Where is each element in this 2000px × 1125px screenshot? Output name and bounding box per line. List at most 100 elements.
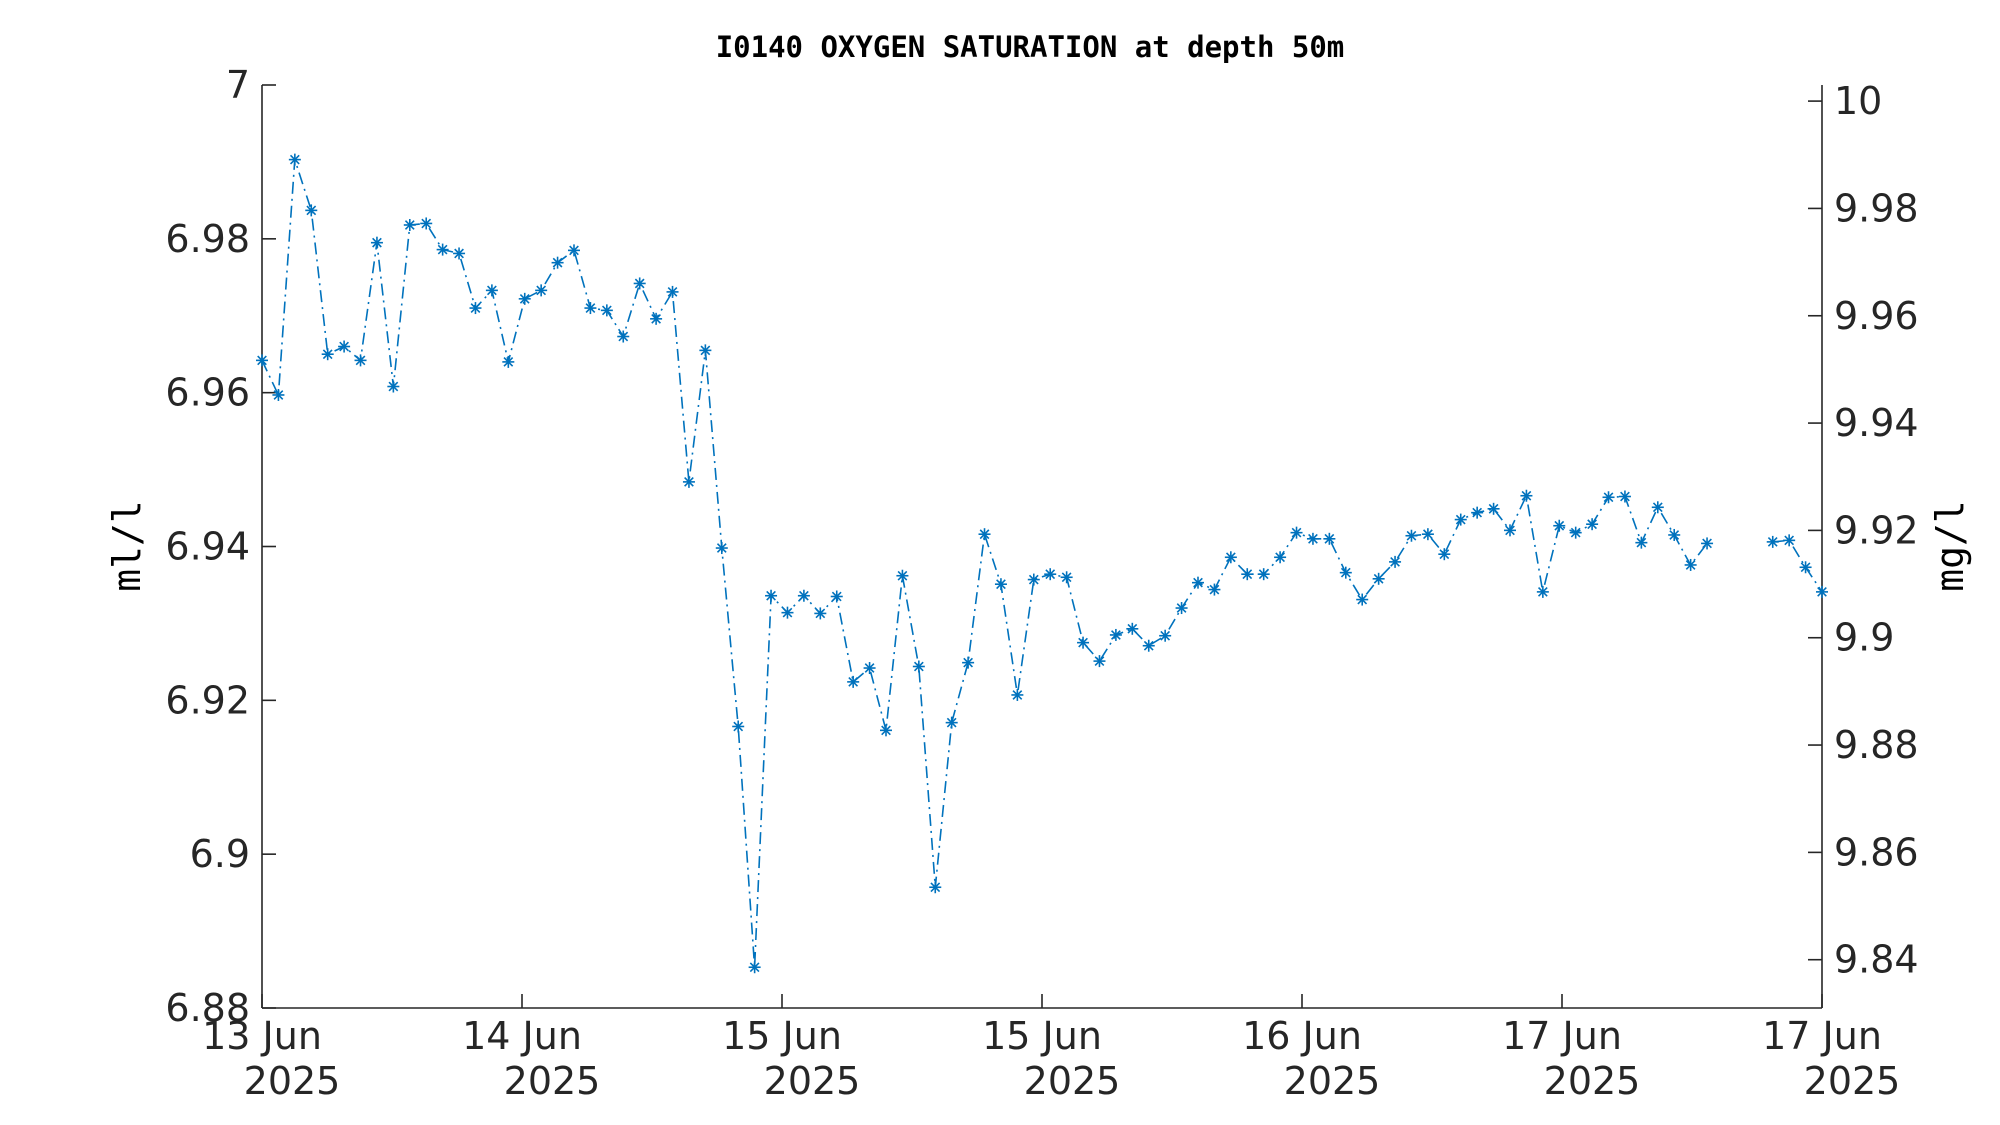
data-point (1816, 585, 1828, 598)
data-point (1520, 489, 1533, 502)
data-point (1175, 602, 1188, 615)
data-point (1602, 491, 1615, 504)
y-axis-label-left: ml/l (105, 500, 149, 592)
data-point (1635, 536, 1648, 549)
data-point (1684, 558, 1697, 571)
data-point (962, 656, 975, 669)
data-point (1569, 526, 1582, 539)
x-tick-label-date: 14 Jun (462, 1014, 582, 1058)
data-point (1618, 490, 1631, 503)
data-point (1586, 518, 1599, 531)
data-point (535, 284, 548, 297)
y-tick-label-left: 6.88 (165, 986, 250, 1030)
y-tick-label-left: 6.9 (190, 832, 250, 876)
data-point (1306, 532, 1319, 545)
data-point (354, 354, 367, 367)
y-tick-label-right: 9.96 (1834, 294, 1919, 338)
data-point (1241, 568, 1254, 581)
data-point (1274, 551, 1287, 564)
data-point (765, 589, 778, 602)
data-point (469, 302, 482, 315)
data-point (1093, 655, 1106, 668)
y-tick-label-right: 9.92 (1834, 508, 1919, 552)
data-point (1553, 519, 1566, 532)
data-point (1323, 532, 1336, 545)
data-point (1224, 551, 1237, 564)
data-point (880, 724, 892, 737)
chart-title: I0140 OXYGEN SATURATION at depth 50m (716, 30, 1345, 64)
data-point (1389, 555, 1402, 568)
data-point (338, 340, 351, 353)
x-tick-label-date: 17 Jun (1502, 1014, 1622, 1058)
data-point (1027, 573, 1040, 586)
data-point (847, 675, 860, 688)
data-point (617, 330, 630, 343)
data-point (814, 607, 827, 620)
data-point (978, 528, 991, 541)
x-tick-label-date: 15 Jun (722, 1014, 842, 1058)
data-point (912, 660, 925, 673)
data-point (1438, 548, 1451, 561)
data-point (370, 236, 383, 249)
data-point (781, 606, 794, 619)
data-point (1109, 628, 1122, 641)
data-point (929, 881, 942, 894)
data-point (551, 256, 564, 269)
data-point (830, 590, 843, 603)
data-point (436, 243, 449, 256)
data-point (502, 355, 515, 368)
x-tick-label-year: 2025 (1024, 1059, 1121, 1103)
data-point (1471, 506, 1484, 519)
series-line (261, 159, 1708, 968)
y-tick-label-left: 6.92 (165, 678, 250, 722)
y-tick-label-left: 6.94 (165, 525, 250, 569)
data-point (1192, 576, 1204, 589)
data-point (682, 475, 695, 488)
data-point (666, 285, 679, 298)
data-point (1421, 528, 1434, 541)
data-point (1783, 534, 1796, 547)
y-tick-label-right: 9.98 (1834, 186, 1919, 230)
data-point (1126, 622, 1139, 635)
data-point (1077, 636, 1090, 649)
data-point (1356, 593, 1369, 606)
data-point (600, 304, 613, 317)
data-point (1766, 535, 1779, 548)
data-point (420, 217, 433, 230)
data-point (896, 569, 909, 582)
data-point (321, 348, 334, 361)
y-tick-label-left: 6.96 (165, 371, 250, 415)
data-point (633, 277, 646, 290)
data-point (568, 244, 580, 257)
data-point (1011, 688, 1024, 701)
data-point (288, 153, 301, 166)
data-point (797, 589, 810, 602)
ticks: 6.88 6.9 6.92 6.94 6.96 6.98 7 9.84 9.86 9.88 9.9 9… (165, 63, 1918, 1103)
data-point (945, 716, 958, 729)
data-point (1536, 585, 1549, 598)
data-point (994, 578, 1007, 591)
y-tick-label-right: 9.88 (1834, 723, 1919, 767)
x-tick-label-year: 2025 (504, 1059, 601, 1103)
x-tick-label-year: 2025 (1804, 1059, 1901, 1103)
data-point (1487, 502, 1500, 515)
data-point (1339, 566, 1352, 579)
x-tick-label-year: 2025 (244, 1059, 341, 1103)
data-point (732, 720, 745, 733)
data-point (403, 218, 416, 231)
data-point (1290, 526, 1303, 539)
data-point (1257, 568, 1270, 581)
series-line (1772, 539, 1823, 593)
data-point (485, 284, 498, 297)
y-tick-label-right: 10 (1834, 79, 1882, 123)
y-tick-label-right: 9.94 (1834, 401, 1919, 445)
data-point (453, 247, 466, 260)
data-point (305, 204, 318, 217)
data-point (1142, 639, 1155, 652)
data-point (1159, 629, 1172, 642)
x-tick-label-date: 15 Jun (982, 1014, 1102, 1058)
y-tick-label-right: 9.84 (1834, 938, 1919, 982)
data-point (584, 302, 597, 315)
x-tick-label-year: 2025 (1544, 1059, 1641, 1103)
